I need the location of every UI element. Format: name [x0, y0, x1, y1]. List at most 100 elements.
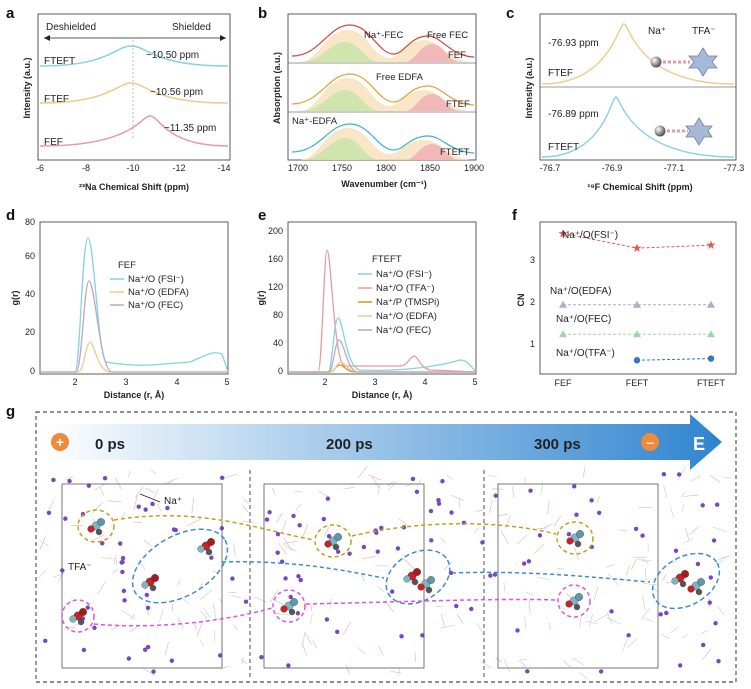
molecule-atom — [332, 543, 340, 551]
na-ion — [145, 644, 151, 650]
na-ion — [151, 669, 156, 674]
md-bond — [500, 529, 509, 545]
na-ion — [700, 503, 705, 508]
md-bond — [283, 540, 298, 544]
md-bond — [121, 610, 136, 620]
molecule-atom — [141, 581, 149, 589]
md-bond — [621, 638, 628, 652]
md-bond — [660, 633, 671, 639]
ytick-e-1: 40 — [273, 338, 283, 348]
na-ion — [414, 489, 420, 494]
md-bond — [112, 569, 119, 574]
time-label-0: 0 ps — [95, 436, 125, 453]
molecule-atom — [207, 538, 215, 546]
md-bond — [121, 511, 125, 519]
series-name-f-0: Na⁺/O(FSI⁻) — [562, 230, 618, 241]
md-bond — [683, 494, 699, 497]
molecule-atom — [575, 593, 583, 601]
na-ion — [120, 559, 125, 565]
md-bond — [324, 526, 330, 537]
md-bond — [585, 620, 598, 625]
molecule-atom — [565, 600, 573, 608]
md-bond — [242, 504, 249, 513]
na-ion — [589, 498, 594, 503]
na-ion — [209, 555, 214, 560]
na-ion — [230, 576, 235, 581]
md-bond — [712, 526, 726, 533]
md-bond — [128, 627, 137, 633]
molecule-atom — [77, 618, 85, 626]
md-bond — [39, 540, 49, 547]
na-ion — [291, 513, 296, 519]
peak-label-a-fef: ~11.35 ppm — [164, 123, 216, 134]
legend-label-e-2: Na⁺/P (TMSPi) — [376, 297, 439, 308]
cn-point-3-1 — [707, 355, 715, 362]
cluster-pink-2 — [557, 584, 591, 618]
panel-f-marks: ★ ★ ★ — [558, 226, 717, 364]
na-ion — [217, 653, 223, 658]
panel-label-a: a — [6, 5, 15, 22]
legend-title-d: FEF — [118, 260, 136, 271]
molecule-clusters — [69, 518, 705, 626]
band-b-fef-pink — [405, 44, 460, 62]
md-bond — [661, 574, 667, 582]
path-blue-a — [221, 561, 385, 579]
na-ion-icon — [650, 56, 662, 68]
md-bond — [233, 542, 236, 557]
molecule-atom — [697, 578, 705, 586]
md-bond — [361, 574, 365, 582]
md-bond — [475, 509, 485, 513]
md-bond — [683, 538, 694, 544]
md-bond — [273, 599, 286, 606]
electric-field-arrow — [44, 414, 722, 470]
series-line-d-edfa — [40, 341, 228, 373]
peak-label-c-ftef: -76.93 ppm — [548, 38, 599, 49]
series-name-f-2: Na⁺/O(FEC) — [556, 314, 611, 325]
na-ion — [117, 541, 123, 546]
na-ion — [275, 531, 281, 537]
na-ion — [596, 510, 602, 515]
md-bond — [193, 622, 198, 631]
xtick-c-2: -77.1 — [664, 163, 685, 173]
na-ion — [515, 628, 520, 633]
series-name-a-fteft: FTEFT — [44, 56, 75, 67]
na-ion — [86, 483, 92, 488]
panel-a-header-right: Shielded — [172, 22, 211, 33]
cn-point-0-2: ★ — [706, 238, 717, 252]
cn-point-2-2 — [707, 330, 715, 338]
peak-label-a-ftef: ~10.56 ppm — [150, 87, 203, 98]
xtick-a-3: -12 — [172, 163, 185, 173]
md-bond — [142, 668, 156, 676]
molecule-atom — [427, 576, 435, 584]
md-bond — [301, 523, 309, 539]
na-ion — [488, 573, 493, 578]
na-ion — [676, 472, 682, 477]
md-bond — [631, 558, 637, 570]
cluster-blue-2 — [651, 552, 721, 610]
tfa-label: TFA⁻ — [68, 562, 92, 573]
md-bond — [302, 632, 306, 648]
xlabel-e: Distance (r, Å) — [352, 390, 413, 400]
xlabel-d: Distance (r, Å) — [104, 390, 165, 400]
xtick-b-4: 1900 — [464, 163, 484, 173]
na-pointer — [139, 493, 161, 503]
md-bond — [593, 586, 599, 600]
md-bond — [242, 498, 250, 505]
md-bond — [579, 671, 588, 680]
cluster-gold-0 — [77, 509, 115, 543]
annot-b-free-edfa: Free EDFA — [376, 72, 424, 83]
md-bond — [440, 613, 446, 628]
md-bond — [368, 474, 381, 481]
xtick-e-1: 3 — [372, 377, 377, 387]
md-bond — [519, 658, 527, 661]
na-ion — [609, 609, 614, 614]
md-bond — [199, 639, 204, 646]
md-bond — [517, 534, 528, 545]
md-bond — [361, 555, 377, 560]
na-ion — [259, 654, 264, 660]
panel-e-frame — [287, 221, 477, 375]
cluster-blue-1 — [385, 549, 451, 605]
panel-f-frame — [539, 221, 737, 375]
legend-label-e-1: Na⁺/O (TFA⁻) — [376, 283, 435, 294]
molecule-atom — [95, 528, 103, 536]
